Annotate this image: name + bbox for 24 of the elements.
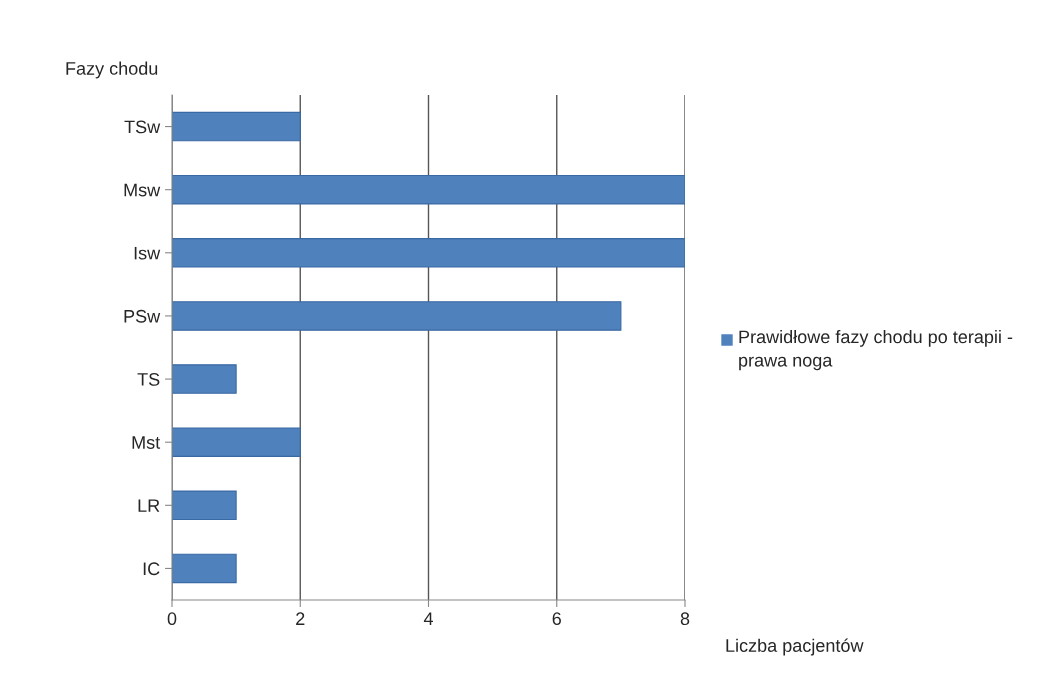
bar <box>172 553 237 584</box>
y-tick-label: LR <box>138 499 160 512</box>
y-tick-label: PSw <box>124 309 161 323</box>
y-tick-label: Msw <box>124 183 161 197</box>
y-tick-label: TS <box>137 373 160 386</box>
legend-label: Prawidłowe fazy chodu po terapii - prawa noga <box>739 330 1013 371</box>
x-tick-label: 4 <box>423 612 433 625</box>
bar <box>172 427 301 457</box>
y-axis-title: Fazy chodu <box>66 61 158 79</box>
x-tick-label: 0 <box>167 612 177 626</box>
x-tick-label: 8 <box>680 612 690 626</box>
y-tick-label: Mst <box>132 436 161 449</box>
x-tick-label: 2 <box>296 612 305 625</box>
bar <box>172 490 237 521</box>
bar <box>172 301 622 331</box>
y-tick-label: TSw <box>124 120 161 134</box>
bar <box>172 238 685 268</box>
y-tick-label: IC <box>143 562 160 576</box>
y-tick-label: Isw <box>134 246 161 260</box>
x-tick-label: 6 <box>552 612 561 626</box>
bar <box>172 364 237 394</box>
bar <box>172 111 301 142</box>
x-axis-title: Liczba pacjentów <box>726 638 864 656</box>
bar <box>172 174 685 205</box>
